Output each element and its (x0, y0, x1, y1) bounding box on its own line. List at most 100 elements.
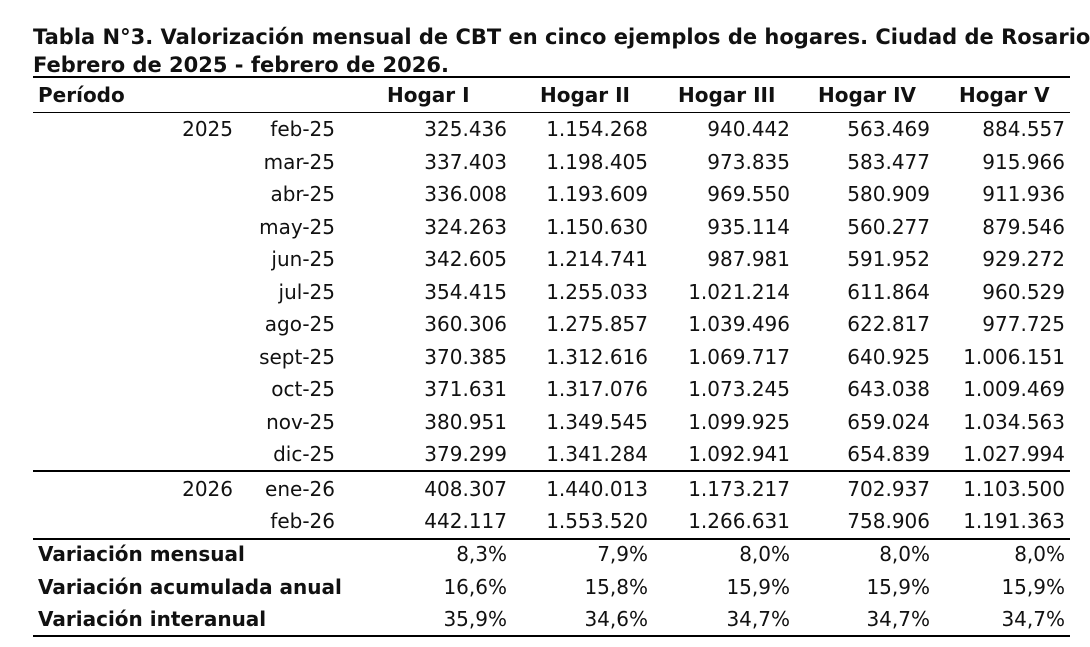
cell-value: 1.034.563 (963, 409, 1065, 434)
cell-value: 1.317.076 (546, 377, 648, 401)
cell-value: 643.038 (847, 377, 930, 401)
cell-value: 935.114 (707, 214, 790, 239)
cell-value: 1.150.630 (546, 214, 648, 239)
summary-label: Variación mensual (38, 542, 245, 566)
cell-value: 1.009.469 (963, 377, 1065, 401)
summary-label: Variación interanual (38, 607, 267, 631)
cell-value: 583.477 (847, 149, 930, 174)
period-label: jul-25 (278, 279, 335, 304)
cell-value: 15,9% (866, 574, 930, 599)
cell-value: 8,0% (1014, 542, 1065, 566)
cell-value: 34,6% (584, 607, 648, 631)
title-line: Tabla N°3. Valorización mensual de CBT e… (33, 25, 1090, 49)
cell-value: 654.839 (847, 442, 930, 466)
cell-value: 1.266.631 (688, 509, 790, 533)
cell-value: 337.403 (424, 149, 507, 174)
cell-value: 940.442 (707, 117, 790, 141)
column-header: Hogar V (959, 83, 1050, 107)
cell-value: 622.817 (847, 312, 930, 336)
column-header: Hogar I (387, 83, 470, 107)
column-header: Período (38, 83, 125, 107)
cell-value: 15,9% (1001, 574, 1065, 599)
cell-value: 580.909 (847, 182, 930, 206)
rule (33, 635, 1070, 637)
cell-value: 611.864 (847, 279, 930, 304)
column-header: Hogar IV (818, 83, 917, 107)
cell-value: 1.193.609 (546, 182, 648, 206)
cell-value: 1.073.245 (688, 377, 790, 401)
cell-value: 1.553.520 (546, 509, 648, 533)
period-label: oct-25 (271, 377, 335, 401)
cell-value: 16,6% (443, 574, 507, 599)
cell-value: 325.436 (424, 117, 507, 141)
cell-value: 1.191.363 (963, 509, 1065, 533)
cell-value: 1.440.013 (546, 476, 648, 501)
cell-value: 442.117 (424, 509, 507, 533)
cell-value: 591.952 (847, 247, 930, 271)
cell-value: 987.981 (707, 247, 790, 271)
period-label: mar-25 (263, 149, 335, 174)
cell-value: 370.385 (424, 344, 507, 369)
period-label: ene-26 (265, 476, 335, 501)
period-label: may-25 (259, 214, 335, 239)
cell-value: 336.008 (424, 182, 507, 206)
period-label: feb-26 (270, 509, 335, 533)
cell-value: 8,0% (879, 542, 930, 566)
period-label: feb-25 (270, 117, 335, 141)
cell-value: 1.069.717 (688, 344, 790, 369)
rule (33, 76, 1070, 78)
cell-value: 973.835 (707, 149, 790, 174)
cell-value: 960.529 (982, 279, 1065, 304)
cell-value: 879.546 (982, 214, 1065, 239)
cell-value: 1.214.741 (546, 247, 648, 271)
summary-label: Variación acumulada anual (38, 574, 342, 599)
cell-value: 1.099.925 (688, 409, 790, 434)
period-label: abr-25 (270, 182, 335, 206)
cell-value: 915.966 (982, 149, 1065, 174)
cell-value: 911.936 (982, 182, 1065, 206)
rule (33, 112, 1070, 113)
cell-value: 560.277 (847, 214, 930, 239)
cell-value: 702.937 (847, 476, 930, 501)
cell-value: 380.951 (424, 409, 507, 434)
cell-value: 8,0% (739, 542, 790, 566)
cell-value: 15,9% (726, 574, 790, 599)
cell-value: 929.272 (982, 247, 1065, 271)
rule (33, 470, 1070, 472)
cell-value: 969.550 (707, 182, 790, 206)
cell-value: 15,8% (584, 574, 648, 599)
cell-value: 884.557 (982, 117, 1065, 141)
cell-value: 977.725 (982, 312, 1065, 336)
title-line: Febrero de 2025 - febrero de 2026. (33, 53, 449, 77)
cell-value: 324.263 (424, 214, 507, 239)
cell-value: 1.341.284 (546, 442, 648, 466)
cell-value: 563.469 (847, 117, 930, 141)
cell-value: 354.415 (424, 279, 507, 304)
rule (33, 538, 1070, 540)
cell-value: 342.605 (424, 247, 507, 271)
cell-value: 1.312.616 (546, 344, 648, 369)
cell-value: 1.154.268 (546, 117, 648, 141)
cell-value: 7,9% (597, 542, 648, 566)
cell-value: 8,3% (456, 542, 507, 566)
cell-value: 1.173.217 (688, 476, 790, 501)
cell-value: 34,7% (866, 607, 930, 631)
cell-value: 1.039.496 (688, 312, 790, 336)
period-label: nov-25 (266, 409, 335, 434)
cell-value: 758.906 (847, 509, 930, 533)
cell-value: 1.349.545 (546, 409, 648, 434)
cell-value: 1.198.405 (546, 149, 648, 174)
cell-value: 35,9% (443, 607, 507, 631)
cell-value: 34,7% (726, 607, 790, 631)
cell-value: 371.631 (424, 377, 507, 401)
cell-value: 1.275.857 (546, 312, 648, 336)
column-header: Hogar III (678, 83, 776, 107)
cell-value: 1.006.151 (963, 344, 1065, 369)
cell-value: 1.255.033 (546, 279, 648, 304)
cell-value: 34,7% (1001, 607, 1065, 631)
cell-value: 1.103.500 (963, 476, 1065, 501)
year-label: 2026 (182, 476, 233, 501)
cell-value: 1.021.214 (688, 279, 790, 304)
year-label: 2025 (182, 117, 233, 141)
